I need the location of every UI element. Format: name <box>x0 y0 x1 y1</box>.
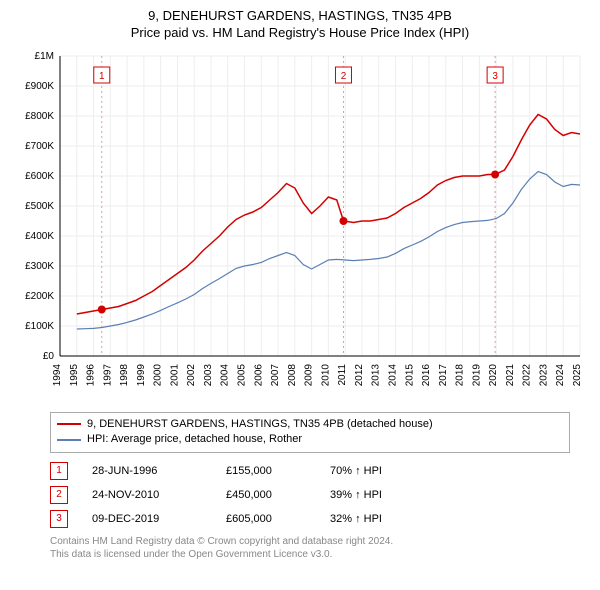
svg-text:2020: 2020 <box>488 363 499 386</box>
svg-text:2019: 2019 <box>471 363 482 386</box>
svg-text:2014: 2014 <box>387 363 398 386</box>
legend-swatch-property <box>57 423 81 425</box>
svg-text:2004: 2004 <box>220 363 231 386</box>
svg-text:2001: 2001 <box>169 363 180 386</box>
sale-delta: 32% ↑ HPI <box>330 513 420 525</box>
svg-text:3: 3 <box>492 71 498 82</box>
svg-text:2002: 2002 <box>186 363 197 386</box>
svg-text:£400K: £400K <box>25 231 54 242</box>
svg-text:2003: 2003 <box>203 363 214 386</box>
title-sub: Price paid vs. HM Land Registry's House … <box>10 25 590 42</box>
svg-text:2007: 2007 <box>270 363 281 386</box>
svg-text:2023: 2023 <box>538 363 549 386</box>
table-row: 1 28-JUN-1996 £155,000 70% ↑ HPI <box>50 459 570 483</box>
chart-svg: £0 £100K £200K £300K £400K £500K £600K £700K £80… <box>10 46 590 406</box>
svg-text:£300K: £300K <box>25 261 54 272</box>
svg-text:2024: 2024 <box>555 363 566 386</box>
svg-text:2: 2 <box>341 71 347 82</box>
sales-table: 1 28-JUN-1996 £155,000 70% ↑ HPI 2 24-NO… <box>50 459 570 531</box>
svg-text:2012: 2012 <box>354 363 365 386</box>
svg-text:2011: 2011 <box>337 363 348 385</box>
svg-text:2005: 2005 <box>237 363 248 386</box>
svg-text:2015: 2015 <box>404 363 415 386</box>
svg-text:2010: 2010 <box>320 363 331 386</box>
title-main: 9, DENEHURST GARDENS, HASTINGS, TN35 4PB <box>10 8 590 25</box>
svg-text:1999: 1999 <box>136 363 147 386</box>
svg-text:1997: 1997 <box>102 363 113 386</box>
legend-label: 9, DENEHURST GARDENS, HASTINGS, TN35 4PB… <box>87 417 433 432</box>
table-row: 3 09-DEC-2019 £605,000 32% ↑ HPI <box>50 507 570 531</box>
svg-text:1: 1 <box>99 71 105 82</box>
chart-area: £0 £100K £200K £300K £400K £500K £600K £700K £80… <box>10 46 590 406</box>
svg-text:£0: £0 <box>43 351 55 362</box>
chart-title: 9, DENEHURST GARDENS, HASTINGS, TN35 4PB… <box>10 8 590 42</box>
svg-text:1996: 1996 <box>86 363 97 386</box>
svg-text:£100K: £100K <box>25 321 54 332</box>
svg-text:£800K: £800K <box>25 111 54 122</box>
svg-text:2000: 2000 <box>153 363 164 386</box>
sale-delta: 70% ↑ HPI <box>330 465 420 477</box>
sale-date: 24-NOV-2010 <box>92 489 202 501</box>
legend-swatch-hpi <box>57 439 81 441</box>
sale-date: 09-DEC-2019 <box>92 513 202 525</box>
svg-text:2018: 2018 <box>455 363 466 386</box>
sale-marker-icon: 3 <box>50 510 68 528</box>
legend: 9, DENEHURST GARDENS, HASTINGS, TN35 4PB… <box>50 412 570 453</box>
sale-date: 28-JUN-1996 <box>92 465 202 477</box>
table-row: 2 24-NOV-2010 £450,000 39% ↑ HPI <box>50 483 570 507</box>
svg-text:£1M: £1M <box>35 51 54 62</box>
svg-text:£900K: £900K <box>25 81 54 92</box>
footnote: Contains HM Land Registry data © Crown c… <box>50 535 570 561</box>
svg-text:2009: 2009 <box>304 363 315 386</box>
svg-text:1994: 1994 <box>52 363 63 386</box>
legend-row: HPI: Average price, detached house, Roth… <box>57 432 563 447</box>
svg-text:£200K: £200K <box>25 291 54 302</box>
svg-text:2008: 2008 <box>287 363 298 386</box>
sale-marker-icon: 1 <box>50 462 68 480</box>
sale-marker-icon: 2 <box>50 486 68 504</box>
footnote-line: This data is licensed under the Open Gov… <box>50 548 570 561</box>
svg-text:£600K: £600K <box>25 171 54 182</box>
svg-text:2022: 2022 <box>522 363 533 386</box>
svg-text:2021: 2021 <box>505 363 516 386</box>
sale-delta: 39% ↑ HPI <box>330 489 420 501</box>
legend-label: HPI: Average price, detached house, Roth… <box>87 432 302 447</box>
sale-price: £605,000 <box>226 513 306 525</box>
svg-text:£500K: £500K <box>25 201 54 212</box>
svg-text:2013: 2013 <box>371 363 382 386</box>
svg-text:2016: 2016 <box>421 363 432 386</box>
sale-price: £155,000 <box>226 465 306 477</box>
svg-text:£700K: £700K <box>25 141 54 152</box>
svg-text:2006: 2006 <box>253 363 264 386</box>
sale-price: £450,000 <box>226 489 306 501</box>
svg-text:1998: 1998 <box>119 363 130 386</box>
legend-row: 9, DENEHURST GARDENS, HASTINGS, TN35 4PB… <box>57 417 563 432</box>
footnote-line: Contains HM Land Registry data © Crown c… <box>50 535 570 548</box>
svg-text:2017: 2017 <box>438 363 449 386</box>
svg-text:1995: 1995 <box>69 363 80 386</box>
svg-text:2025: 2025 <box>572 363 583 386</box>
